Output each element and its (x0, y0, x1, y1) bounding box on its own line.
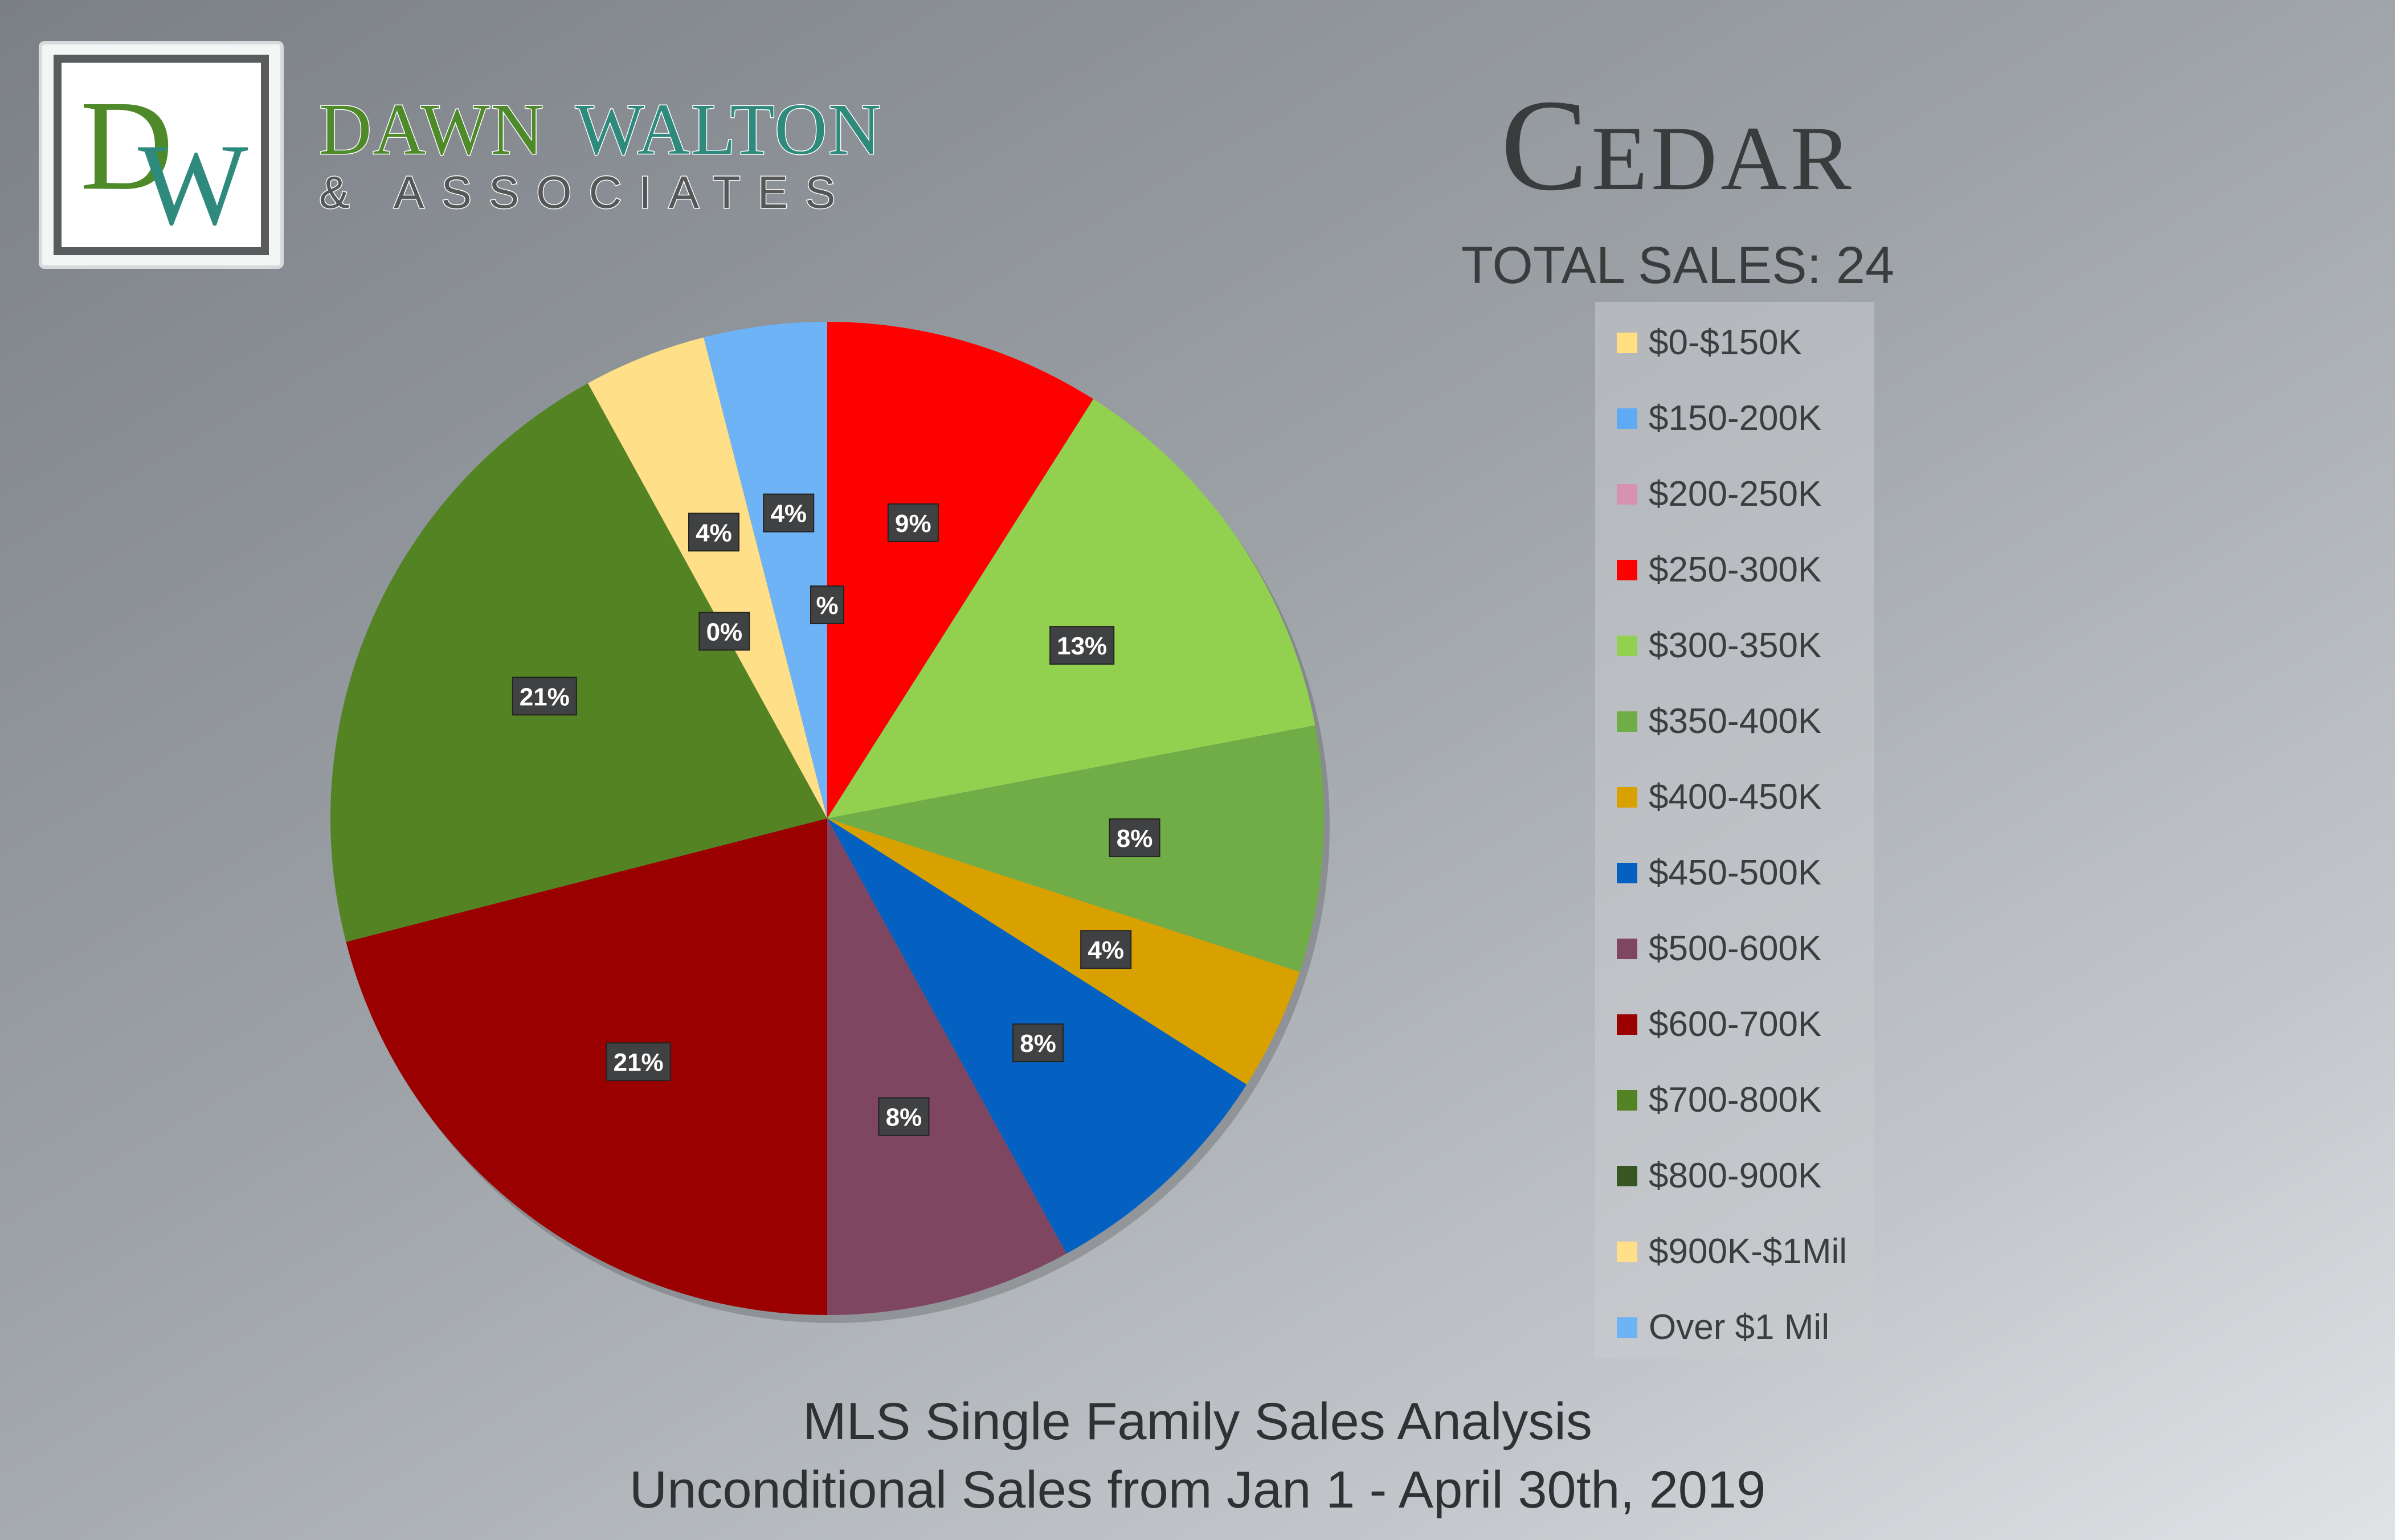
data-label-over-1-mil: 4% (763, 493, 815, 533)
svg-text:8%: 8% (886, 1104, 922, 1132)
legend-item-0-150k: $0-$150K (1617, 320, 1879, 366)
legend-swatch (1617, 1242, 1637, 1262)
footer-date-range: Unconditional Sales from Jan 1 - April 3… (629, 1461, 1766, 1519)
legend-item-450-500k: $450-500K (1617, 850, 1879, 896)
dw-monogram-logo: D W (80, 74, 248, 247)
legend-swatch (1617, 408, 1637, 429)
footer-title: MLS Single Family Sales Analysis (803, 1392, 1592, 1451)
company-wordmark: DAWN WALTON & ASSOCIATES (318, 88, 882, 219)
svg-text:& ASSOCIATES: & ASSOCIATES (319, 167, 852, 218)
legend-label: $900K-$1Mil (1649, 1232, 1848, 1271)
svg-text:WALTON: WALTON (575, 89, 882, 170)
legend-item-500-600k: $500-600K (1617, 926, 1879, 972)
legend-item-200-250k: $200-250K (1617, 472, 1879, 517)
legend-swatch (1617, 711, 1637, 732)
svg-text:%: % (816, 592, 838, 620)
legend-swatch (1617, 1090, 1637, 1111)
legend-item-800-900k: $800-900K (1617, 1153, 1879, 1199)
pie-slice-600-700k (346, 818, 827, 1315)
pie-slice-900k-1mil (587, 337, 827, 818)
legend-swatch (1617, 1166, 1637, 1186)
legend-label: $350-400K (1649, 702, 1822, 741)
data-label-600-700k: 21% (606, 1042, 671, 1082)
legend-swatch (1617, 939, 1637, 959)
data-label-700-800k: 21% (512, 677, 577, 716)
legend-label: $800-900K (1649, 1156, 1822, 1195)
svg-text:W: W (138, 120, 248, 247)
logo-badge: D W (39, 41, 284, 269)
pie-slice-250-300k (827, 322, 1094, 818)
svg-text:4%: 4% (1088, 936, 1124, 964)
legend-swatch (1617, 1014, 1637, 1035)
legend-item-350-400k: $350-400K (1617, 699, 1879, 744)
legend-label: $400-450K (1649, 777, 1822, 817)
legend-swatch (1617, 560, 1637, 580)
legend-item-250-300k: $250-300K (1617, 547, 1879, 593)
legend-label: $250-300K (1649, 550, 1822, 589)
pie-slice-400-450k (827, 818, 1300, 1085)
legend-swatch (1617, 333, 1637, 353)
legend-swatch (1617, 484, 1637, 505)
legend-label: Over $1 Mil (1649, 1308, 1829, 1347)
legend-swatch (1617, 787, 1637, 808)
legend-swatch (1617, 1317, 1637, 1338)
legend-item-600-700k: $600-700K (1617, 1002, 1879, 1047)
data-label-350-400k: 8% (1109, 818, 1160, 857)
data-label-400-450k: 4% (1080, 930, 1132, 969)
legend-label: $300-350K (1649, 626, 1822, 665)
chart-legend: $0-$150K $150-200K $200-250K $250-300K $300-… (1595, 302, 1874, 1358)
pie-slice-over-1-mil (704, 322, 827, 818)
legend-item-over-1-mil: Over $1 Mil (1617, 1305, 1879, 1350)
svg-text:8%: 8% (1020, 1030, 1056, 1058)
pie-slice-700-800k (330, 383, 827, 942)
svg-text:0%: 0% (706, 618, 743, 646)
pie-slice-350-400k (827, 725, 1324, 972)
legend-label: $450-500K (1649, 853, 1822, 892)
svg-text:DAWN: DAWN (319, 89, 545, 170)
svg-text:13%: 13% (1057, 632, 1107, 660)
legend-label: $600-700K (1649, 1005, 1822, 1044)
legend-swatch (1617, 636, 1637, 656)
data-label-900k-1mil: 4% (688, 513, 739, 552)
legend-label: $500-600K (1649, 929, 1822, 968)
svg-text:8%: 8% (1117, 825, 1153, 853)
data-label-500-600k: 8% (878, 1097, 930, 1136)
svg-text:21%: 21% (520, 683, 570, 711)
pie-slice-300-350k (827, 399, 1315, 818)
svg-text:4%: 4% (770, 500, 807, 528)
legend-item-700-800k: $700-800K (1617, 1078, 1879, 1123)
data-label-450-500k: 8% (1012, 1023, 1064, 1063)
pie-slice-500-600k (827, 818, 1067, 1315)
chart-title: Cedar (1501, 72, 1855, 218)
legend-item-900k-1mil: $900K-$1Mil (1617, 1229, 1879, 1275)
data-label-300-350k: 13% (1049, 626, 1115, 665)
svg-text:21%: 21% (614, 1048, 664, 1076)
legend-item-150-200k: $150-200K (1617, 396, 1879, 441)
data-label-800-900k: 0% (698, 612, 750, 651)
data-label-250-300k: 9% (887, 503, 939, 542)
legend-item-300-350k: $300-350K (1617, 623, 1879, 669)
legend-item-400-450k: $400-450K (1617, 775, 1879, 820)
legend-label: $200-250K (1649, 474, 1822, 514)
data-label-0-150k: % (810, 585, 844, 625)
legend-label: $0-$150K (1649, 323, 1802, 362)
legend-label: $700-800K (1649, 1080, 1822, 1120)
svg-text:9%: 9% (895, 510, 931, 538)
legend-label: $150-200K (1649, 399, 1822, 438)
svg-text:4%: 4% (696, 519, 732, 547)
legend-swatch (1617, 863, 1637, 883)
svg-text:D: D (80, 74, 173, 217)
total-sales-label: TOTAL SALES: 24 (1461, 236, 1895, 294)
